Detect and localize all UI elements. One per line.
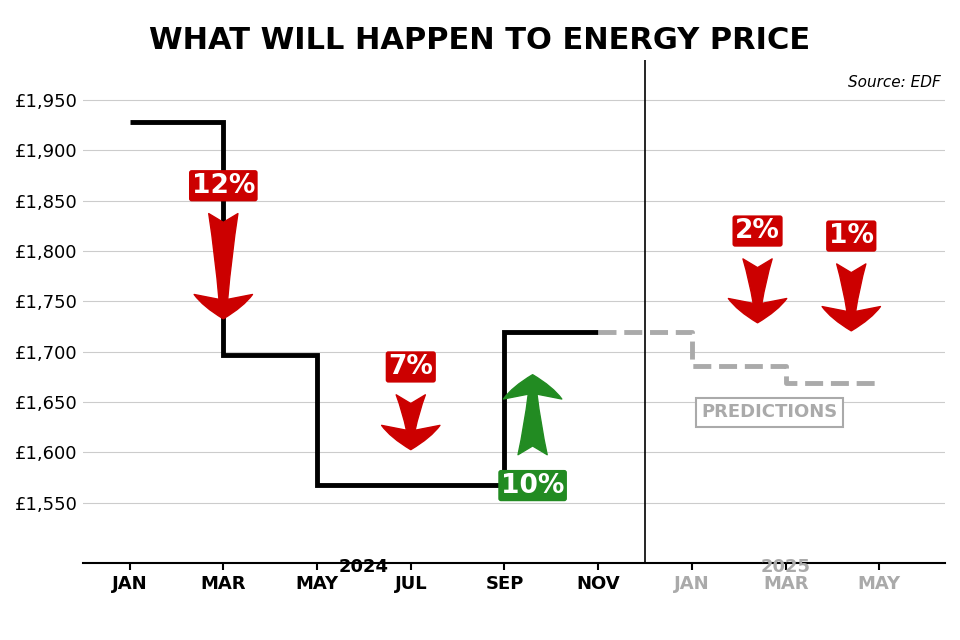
Text: WHAT WILL HAPPEN TO ENERGY PRICE: WHAT WILL HAPPEN TO ENERGY PRICE bbox=[150, 26, 810, 54]
Text: 12%: 12% bbox=[192, 173, 255, 199]
Text: 10%: 10% bbox=[501, 472, 564, 499]
Text: 1%: 1% bbox=[828, 223, 874, 249]
Text: 2025: 2025 bbox=[760, 558, 810, 576]
Text: 2024: 2024 bbox=[339, 558, 389, 576]
Text: 2%: 2% bbox=[735, 218, 780, 244]
Text: 7%: 7% bbox=[389, 354, 433, 380]
Text: Source: EDF: Source: EDF bbox=[848, 75, 940, 90]
Text: PREDICTIONS: PREDICTIONS bbox=[702, 403, 837, 421]
